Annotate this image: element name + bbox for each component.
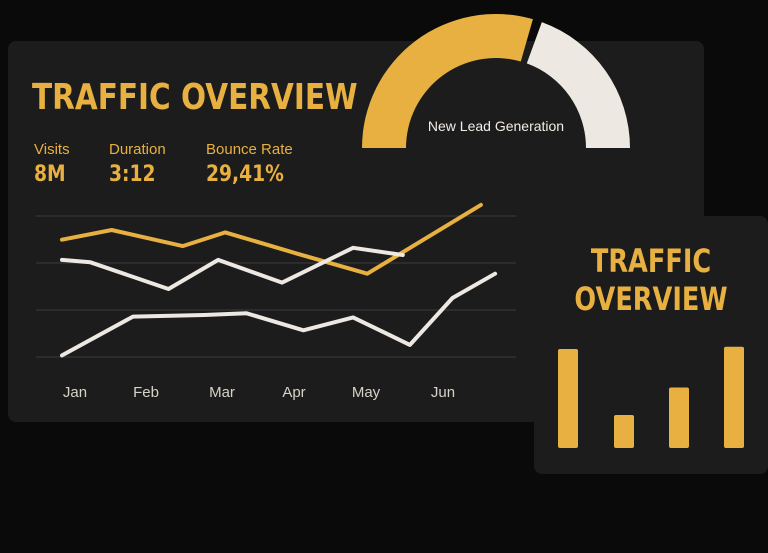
line-chart-grid: [36, 215, 516, 358]
kpi-duration: Duration 3:12: [109, 141, 166, 187]
kpi-value: 29,41%: [206, 162, 284, 187]
kpi-visits: Visits 8M: [34, 141, 71, 187]
gauge-chart: New Lead Generation: [362, 13, 630, 148]
kpi-value: 3:12: [109, 162, 156, 187]
mini-bar: [614, 415, 634, 448]
kpi-label: Visits: [34, 141, 70, 158]
series-line-3: [60, 271, 498, 358]
mini-title-line2: OVERVIEW: [574, 280, 728, 318]
line-chart-series: [60, 202, 498, 358]
x-tick-label: May: [352, 384, 381, 401]
x-tick-label: Jun: [431, 384, 455, 401]
series-line-1: [60, 202, 483, 276]
mini-bar: [724, 346, 744, 448]
kpi-label: Duration: [109, 141, 166, 158]
kpi-value: 8M: [34, 162, 66, 187]
kpi-label: Bounce Rate: [206, 141, 293, 158]
gauge-label: New Lead Generation: [428, 118, 564, 134]
gauge-fill: [362, 13, 533, 148]
x-tick-label: Jan: [63, 384, 87, 401]
mini-card-title: TRAFFIC OVERVIEW: [534, 242, 768, 318]
x-tick-label: Apr: [282, 384, 305, 401]
mini-title-line1: TRAFFIC: [590, 242, 712, 280]
card-title: TRAFFIC OVERVIEW: [32, 77, 358, 118]
line-chart-x-axis: Jan Feb Mar Apr May Jun: [63, 384, 455, 401]
mini-bar: [558, 349, 578, 448]
x-tick-label: Feb: [133, 384, 159, 401]
mini-bar: [669, 387, 689, 448]
series-line-2: [60, 245, 405, 291]
kpi-bounce-rate: Bounce Rate 29,41%: [206, 141, 298, 187]
gauge-track: [526, 22, 630, 148]
x-tick-label: Mar: [209, 384, 235, 401]
mini-bar-chart: [558, 346, 744, 448]
